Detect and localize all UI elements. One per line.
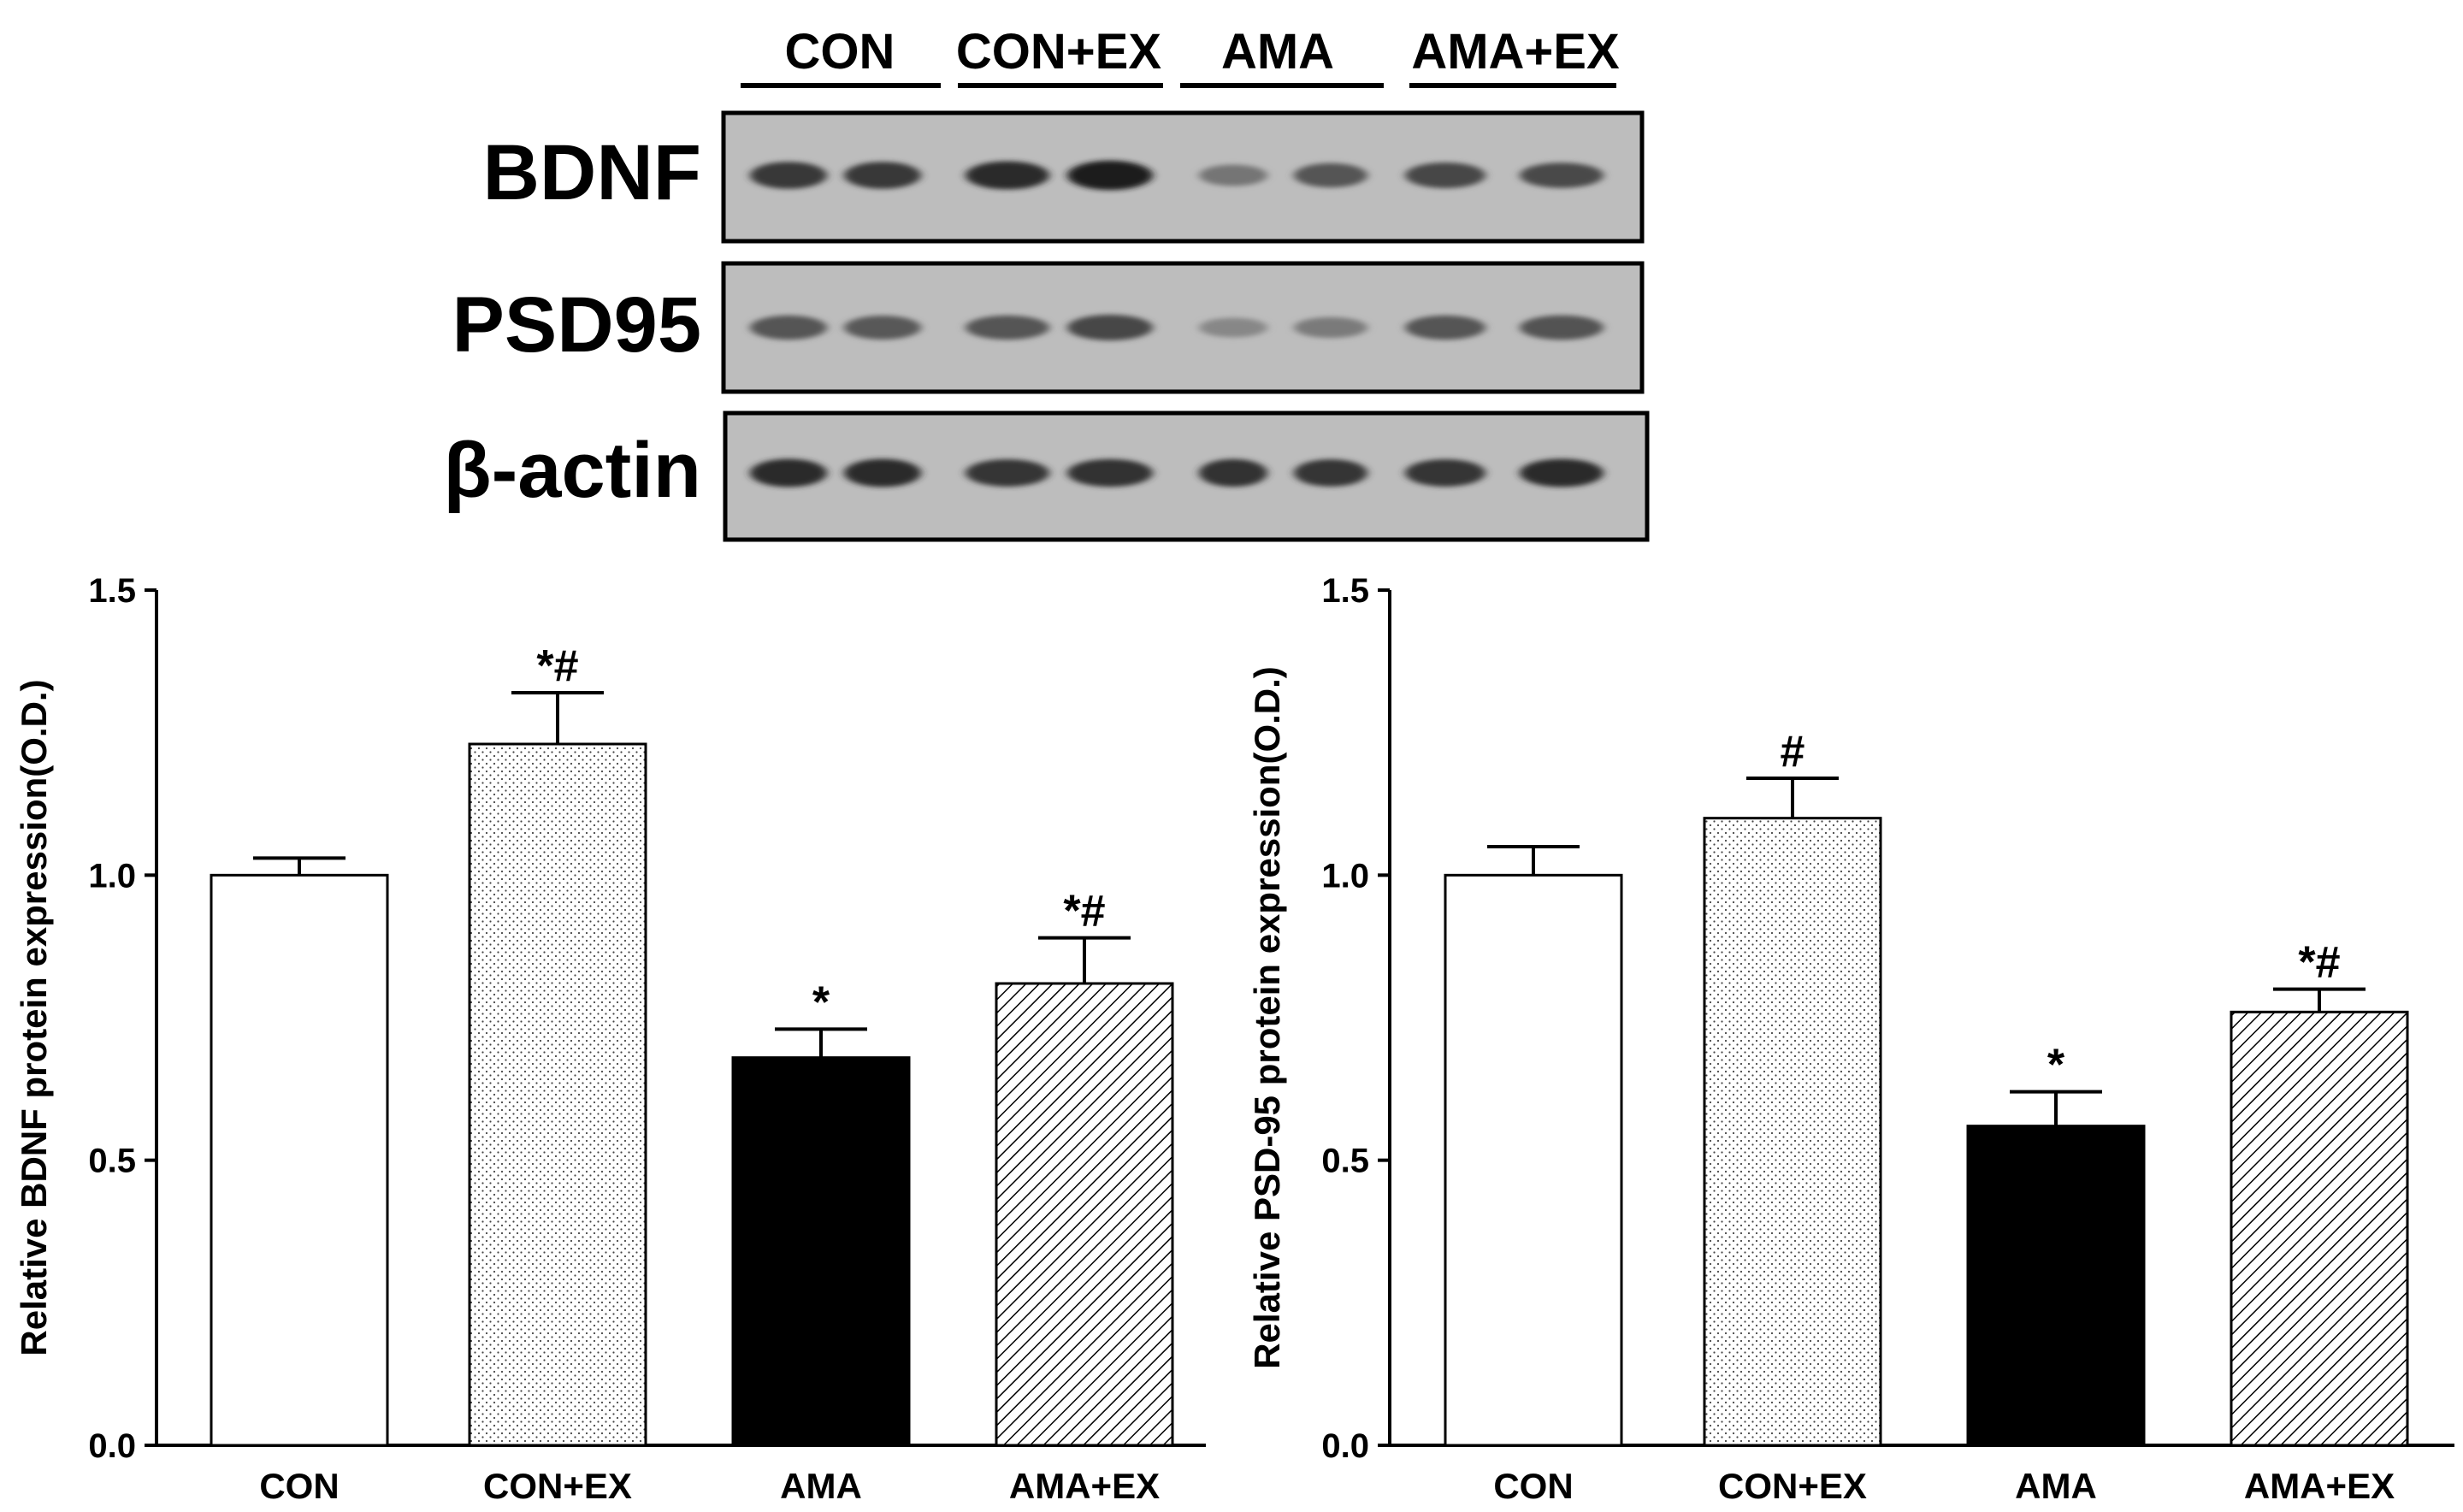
bar-ama [1966,1125,2146,1447]
significance-marker: * [812,977,830,1027]
blot-band [844,162,921,189]
bar-con-plus-ex [468,742,647,1447]
blot-rows: BDNF PSD95 β-actin [443,110,1650,542]
y-axis-label: Relative PSD-95 protein expression(O.D.) [1247,666,1287,1369]
blot-band [1067,458,1153,487]
psd95-bar-chart: 0.0 0.5 1.0 1.5 Relative PSD-95 protein expr… [1247,572,2454,1506]
blot-band [1199,458,1267,487]
significance-marker: *# [1063,887,1105,936]
blot-row-0: BDNF [482,110,1645,244]
blot-band [966,315,1049,340]
blot-band [1294,459,1367,487]
group-label: AMA [1221,24,1334,80]
y-tick-label: 1.5 [1321,572,1369,610]
y-tick-label: 0.0 [1321,1427,1369,1465]
blot-band [1294,162,1367,188]
blot-band [1405,459,1485,487]
blot-band [1520,162,1604,188]
group-header-3: AMA+EX [1409,24,1620,88]
bar-con [210,873,389,1447]
blot-band [1520,315,1604,340]
x-tick-label: CON [1493,1466,1573,1506]
bar-ama [731,1056,911,1447]
bar-ama-plus-ex [995,982,1174,1447]
significance-marker: *# [2298,938,2340,988]
blot-band [750,315,827,340]
group-label: CON [785,24,895,80]
x-tick-label: AMA [2015,1466,2097,1506]
bar-con-plus-ex [1703,817,1882,1447]
y-axis-label: Relative BDNF protein expression(O.D.) [14,679,54,1355]
x-tick-label: AMA+EX [1009,1466,1160,1506]
y-tick-label: 0.5 [1321,1143,1369,1180]
blot-band [844,458,921,487]
group-label: CON+EX [956,24,1161,80]
y-tick-label: 0.0 [88,1427,136,1465]
group-header-0: CON [741,24,941,88]
y-tick-label: 0.5 [88,1143,136,1180]
significance-marker: *# [536,641,578,691]
blot-band [844,316,921,340]
blot-row-2: β-actin [443,410,1650,542]
blot-band [966,459,1049,487]
blot-band [1520,458,1604,487]
blot-row-label: β-actin [443,427,701,514]
group-label: AMA+EX [1411,24,1620,80]
x-tick-label: CON [259,1466,339,1506]
blot-band [1405,315,1485,340]
blot-band [1405,162,1485,188]
group-header-2: AMA [1180,24,1384,88]
y-tick-label: 1.0 [88,857,136,895]
bar-ama-plus-ex [2230,1010,2409,1447]
blot-row-1: PSD95 [452,261,1645,394]
y-tick-label: 1.0 [1321,857,1369,895]
bdnf-bar-chart: 0.0 0.5 1.0 1.5 Relative BDNF protein expres… [14,572,1206,1506]
blot-band [966,161,1049,190]
blot-band [750,162,827,189]
significance-marker: # [1781,727,1805,777]
blot-row-label: BDNF [482,129,701,216]
blot-row-label: PSD95 [452,281,702,369]
blot-band [750,458,827,487]
bar-con [1444,873,1623,1447]
blot-group-headers: CON CON+EX AMA AMA+EX [741,24,1620,88]
group-header-1: CON+EX [956,24,1163,88]
x-tick-label: CON+EX [483,1466,632,1506]
blot-band [1199,317,1267,338]
blot-band [1294,316,1367,339]
y-tick-label: 1.5 [88,572,136,610]
x-tick-label: CON+EX [1718,1466,1867,1506]
significance-marker: * [2047,1041,2065,1090]
blot-band [1067,315,1153,340]
blot-band [1199,164,1267,186]
x-tick-label: AMA+EX [2244,1466,2395,1506]
blot-band [1067,160,1153,191]
x-tick-label: AMA [780,1466,862,1506]
